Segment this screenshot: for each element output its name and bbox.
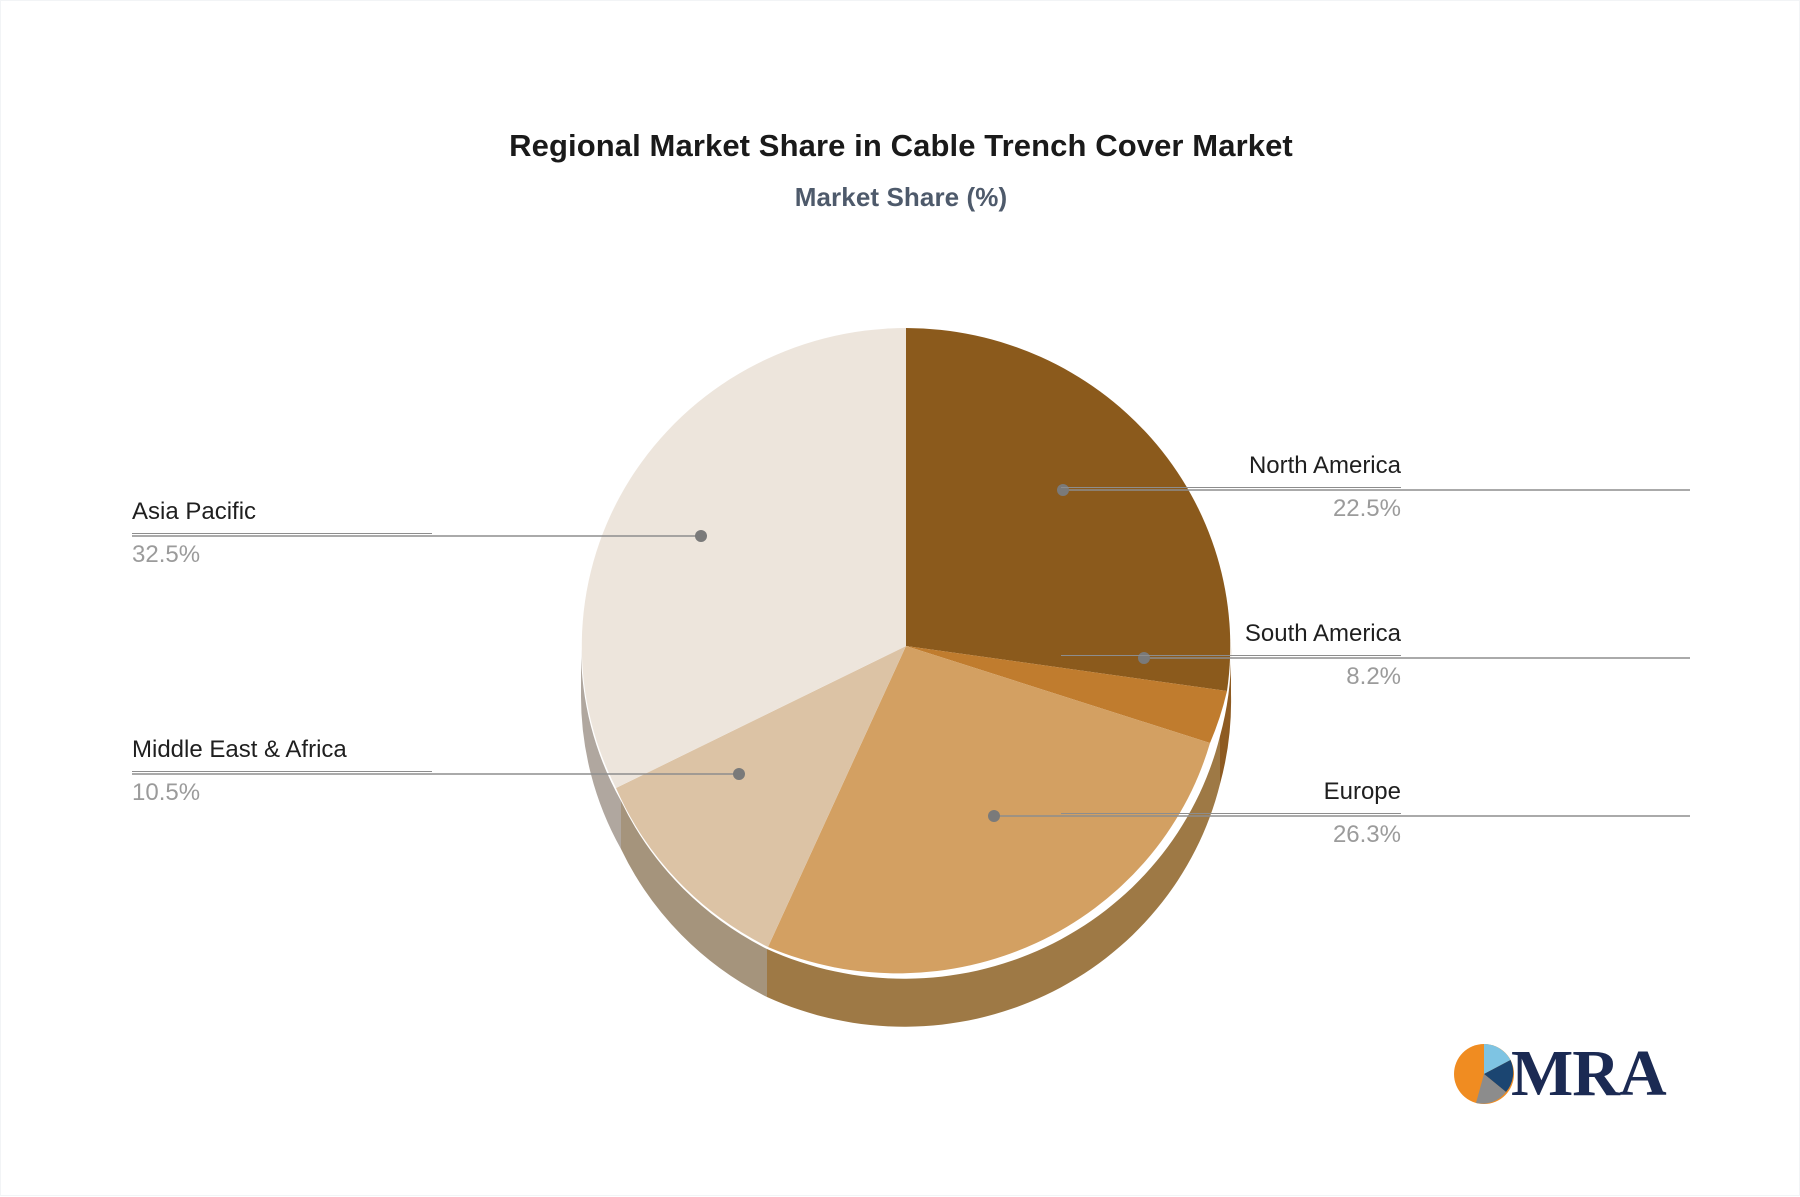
label-rule (1061, 486, 1401, 488)
pie-depth-walls (580, 646, 1232, 1027)
pie-label-south-america-name: South America (1244, 620, 1401, 647)
pie-label-north-america-value: 22.5% (1332, 494, 1401, 522)
label-rule (132, 770, 432, 772)
brand-logo[interactable]: MRA (1453, 1036, 1667, 1112)
leader-dot-europe (988, 810, 1000, 822)
pie-label-asia-pacific-value: 32.5% (132, 540, 201, 568)
pie-chart-icon (1454, 1044, 1514, 1104)
pie-depth-south-america (1220, 646, 1232, 784)
pie-label-south-america[interactable]: South America 8.2% (1061, 620, 1401, 691)
pie-label-asia-pacific-name: Asia Pacific (132, 498, 257, 525)
pie-slice-asia-pacific[interactable] (581, 328, 906, 788)
label-rule (1061, 654, 1401, 656)
pie-label-europe-name: Europe (1323, 778, 1401, 805)
pie-top-face (581, 328, 1231, 974)
pie-slice-middle-east-africa[interactable] (616, 646, 906, 947)
brand-logo-text: MRA (1511, 1037, 1667, 1110)
pie-depth-europe (767, 736, 1220, 1027)
pie-slice-north-america[interactable] (906, 328, 1231, 691)
pie-label-middle-east-africa-name: Middle East & Africa (132, 736, 347, 763)
pie-label-north-america[interactable]: North America 22.5% (1061, 452, 1401, 523)
pie-slice-south-america[interactable] (906, 646, 1227, 743)
pie-label-europe[interactable]: Europe 26.3% (1061, 778, 1401, 849)
chart-subtitle: Market Share (%) (794, 182, 1008, 213)
pie-label-europe-value: 26.3% (1332, 820, 1401, 848)
leader-dot-middle-east-africa (733, 768, 745, 780)
pie-label-north-america-name: North America (1248, 452, 1401, 479)
page-title: Regional Market Share in Cable Trench Co… (509, 128, 1293, 163)
pie-label-asia-pacific[interactable]: Asia Pacific 32.5% (132, 498, 432, 569)
leader-lines (132, 489, 1690, 817)
pie-depth-asia-pacific (580, 646, 621, 849)
pie-depth-middle-east-africa (621, 801, 767, 997)
pie-slice-europe[interactable] (768, 646, 1210, 974)
pie-label-middle-east-africa[interactable]: Middle East & Africa 10.5% (132, 736, 432, 807)
pie-label-south-america-value: 8.2% (1346, 662, 1401, 690)
pie-label-middle-east-africa-value: 10.5% (132, 778, 201, 806)
label-rule (1061, 812, 1401, 814)
title-block: Regional Market Share in Cable Trench Co… (1, 127, 1800, 213)
leader-dot-asia-pacific (695, 530, 707, 542)
label-rule (132, 532, 432, 534)
